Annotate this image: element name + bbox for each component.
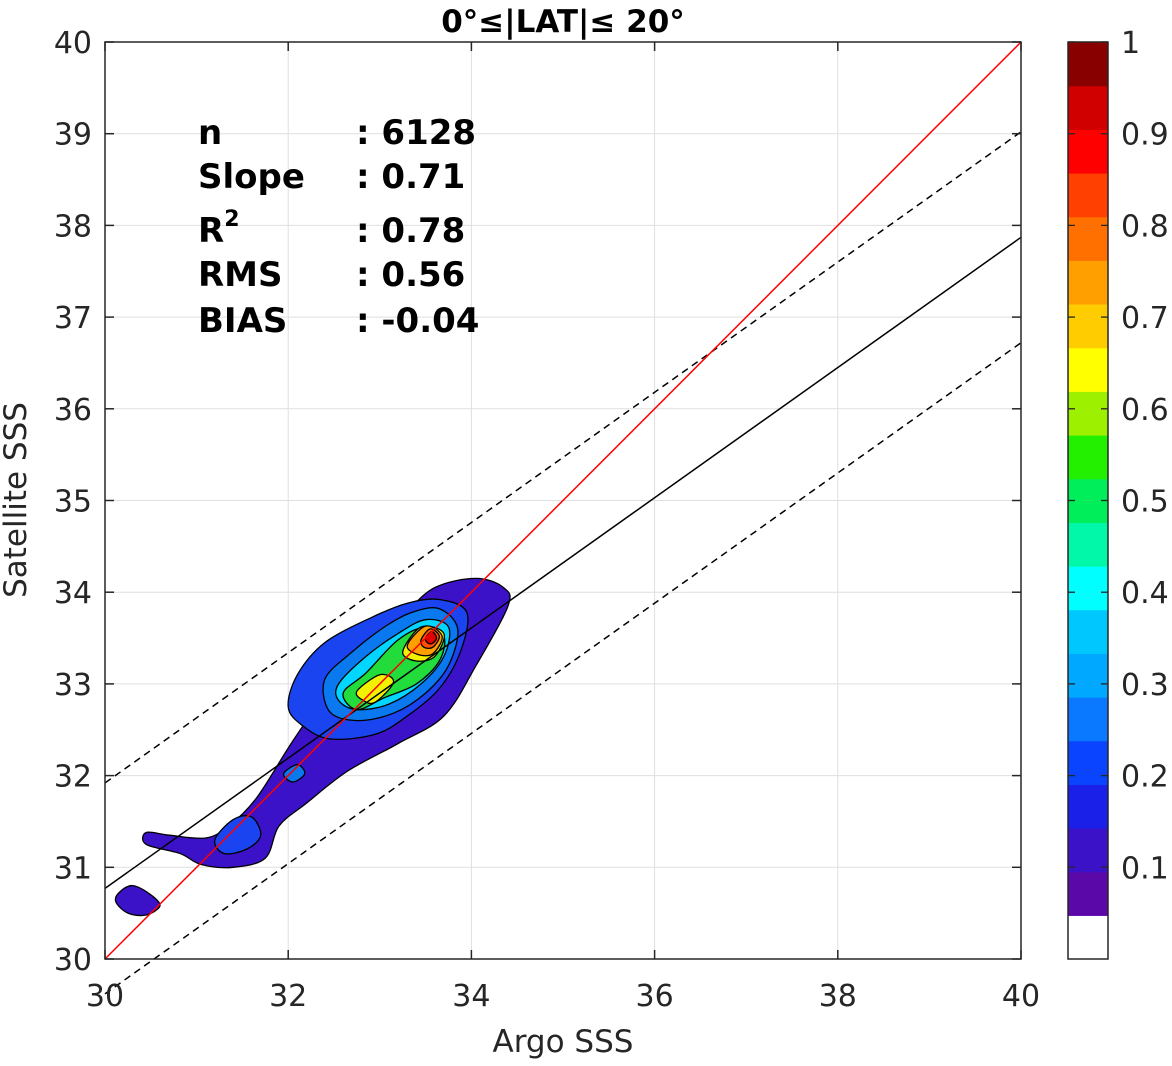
x-tick-label-4: 38 bbox=[819, 979, 857, 1014]
colorbar-segment-5 bbox=[1068, 697, 1108, 742]
colorbar-tick-label-6: 0.7 bbox=[1121, 301, 1169, 336]
colorbar-segment-0 bbox=[1068, 915, 1108, 960]
colorbar-segment-20 bbox=[1068, 42, 1108, 87]
stat-label-0: n bbox=[198, 113, 222, 153]
x-tick-label-1: 32 bbox=[269, 979, 307, 1014]
stat-value-0: : 6128 bbox=[356, 113, 476, 153]
stat-label-4: BIAS bbox=[198, 301, 287, 341]
y-axis-label: Satellite SSS bbox=[0, 402, 34, 598]
colorbar-segment-18 bbox=[1068, 129, 1108, 174]
y-tick-label-7: 37 bbox=[54, 301, 92, 336]
colorbar-segment-16 bbox=[1068, 216, 1108, 261]
y-tick-label-0: 30 bbox=[54, 943, 92, 978]
colorbar: 0.1 0.2 0.3 0.4 0.5 0.6 0.7 0.8 0.9 1 bbox=[1067, 26, 1169, 960]
colorbar-segment-11 bbox=[1068, 435, 1108, 480]
chart-title: 0°≤|LAT|≤ 20° bbox=[441, 4, 685, 40]
upper-bound-line bbox=[104, 131, 1022, 784]
colorbar-tick-label-9: 1 bbox=[1121, 26, 1140, 61]
y-tick-label-8: 38 bbox=[54, 209, 92, 244]
colorbar-tick-label-5: 0.6 bbox=[1121, 393, 1169, 428]
colorbar-segment-13 bbox=[1068, 347, 1108, 392]
y-tick-label-6: 36 bbox=[54, 393, 92, 428]
y-tick-label-10: 40 bbox=[54, 26, 92, 61]
colorbar-tick-label-4: 0.5 bbox=[1121, 485, 1169, 520]
x-tick-label-5: 40 bbox=[1002, 979, 1040, 1014]
colorbar-tick-label-1: 0.2 bbox=[1121, 760, 1169, 795]
colorbar-segment-2 bbox=[1068, 828, 1108, 873]
colorbar-segment-19 bbox=[1068, 85, 1108, 130]
plot-axes: 30 32 34 36 38 40 30 31 32 33 34 35 36 37 38 39 40 bbox=[54, 26, 1040, 1014]
regression-line bbox=[104, 236, 1022, 890]
colorbar-segment-6 bbox=[1068, 653, 1108, 698]
x-tick-label-3: 36 bbox=[636, 979, 674, 1014]
x-tick-label-2: 34 bbox=[452, 979, 490, 1014]
colorbar-tick-label-0: 0.1 bbox=[1121, 851, 1169, 886]
stat-label-3: RMS bbox=[198, 255, 283, 295]
y-tick-label-9: 39 bbox=[54, 118, 92, 153]
contour-level-0_3-0 bbox=[282, 763, 306, 783]
colorbar-tick-label-3: 0.4 bbox=[1121, 576, 1169, 611]
y-tick-label-2: 32 bbox=[54, 760, 92, 795]
x-axis-label: Argo SSS bbox=[493, 1024, 634, 1060]
one-to-one-line bbox=[104, 41, 1022, 960]
colorbar-segment-8 bbox=[1068, 566, 1108, 611]
contour-level-0_15-0 bbox=[213, 814, 262, 855]
stat-label-1: Slope bbox=[198, 157, 305, 197]
x-tick-label-0: 30 bbox=[86, 979, 124, 1014]
colorbar-tick-label-8: 0.9 bbox=[1121, 118, 1169, 153]
y-tick-label-4: 34 bbox=[54, 576, 92, 611]
colorbar-segment-17 bbox=[1068, 173, 1108, 218]
y-tick-label-5: 35 bbox=[54, 485, 92, 520]
colorbar-segment-9 bbox=[1068, 522, 1108, 567]
stat-value-1: : 0.71 bbox=[356, 157, 465, 197]
colorbar-segment-7 bbox=[1068, 609, 1108, 654]
stat-label-superscript-2: 2 bbox=[224, 207, 239, 232]
y-tick-label-3: 33 bbox=[54, 668, 92, 703]
contour-level-0_05-1 bbox=[114, 884, 161, 917]
stat-value-3: : 0.56 bbox=[356, 255, 465, 295]
colorbar-tick-label-2: 0.3 bbox=[1121, 668, 1169, 703]
colorbar-tick-label-7: 0.8 bbox=[1121, 209, 1169, 244]
colorbar-segment-1 bbox=[1068, 871, 1108, 916]
lower-bound-line bbox=[104, 342, 1022, 995]
colorbar-segment-3 bbox=[1068, 784, 1108, 829]
colorbar-segment-15 bbox=[1068, 260, 1108, 305]
reference-lines bbox=[104, 41, 1022, 995]
colorbar-segment-4 bbox=[1068, 740, 1108, 785]
y-tick-label-1: 31 bbox=[54, 851, 92, 886]
colorbar-segment-14 bbox=[1068, 304, 1108, 349]
density-contours bbox=[114, 577, 511, 917]
stat-value-2: : 0.78 bbox=[356, 211, 465, 251]
colorbar-segment-12 bbox=[1068, 391, 1108, 436]
stat-value-4: : -0.04 bbox=[356, 301, 479, 341]
